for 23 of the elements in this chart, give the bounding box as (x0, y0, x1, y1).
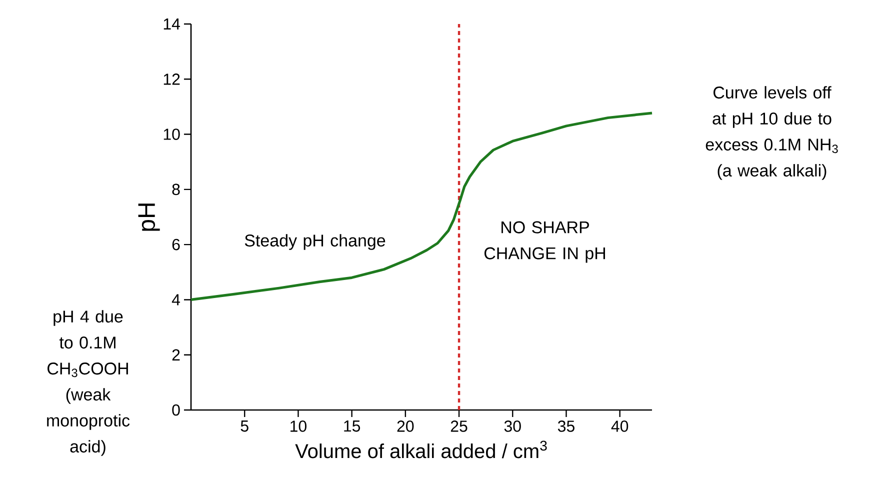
x-tick-label: 30 (504, 420, 521, 432)
x-tick-label: 5 (240, 420, 248, 432)
x-tick-label: 20 (397, 420, 414, 432)
x-axis-title: Volume of alkali added / cm$^{3}$ (295, 440, 547, 458)
x-tick-label: 25 (450, 420, 468, 432)
line-series (190, 112, 654, 302)
y-tick-label: 10 (164, 128, 180, 140)
text: pH 4 due to 0.1M CH$_{3}$COOH (weak monoprotic acid) (47, 310, 130, 456)
y-tick-label: 14 (164, 18, 180, 30)
x-tick-label: 40 (611, 420, 628, 432)
text: Curve levels off at pH 10 due to excess 0.1M NH$_{3}$ (a weak alkali) (706, 86, 838, 180)
y-tick-label: 2 (172, 349, 180, 360)
annotation: Steady pH change (244, 234, 386, 250)
y-tick-label: 12 (164, 74, 180, 85)
annotation: NO SHARP CHANGE IN pH (484, 221, 605, 263)
y-tick-label: 0 (172, 404, 180, 416)
x-tick-label: 10 (290, 420, 306, 432)
y-axis-title: pH (138, 204, 160, 231)
x-tick-label: 15 (344, 420, 360, 432)
x-tick-label: 35 (558, 420, 574, 432)
y-tick-label: 6 (172, 238, 180, 250)
y-tick-label: 8 (172, 184, 180, 196)
y-tick-label: 4 (172, 294, 180, 306)
